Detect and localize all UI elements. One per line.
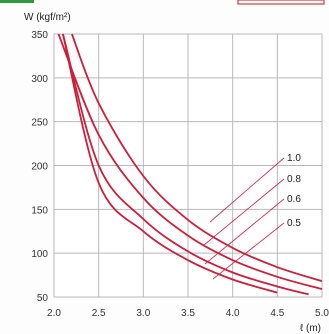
grid: [53, 33, 323, 298]
green-header-bar: [0, 0, 34, 3]
labels: 2.0 2.5 3.0 3.5 4.0 4.5 5.0 50 100 150 200 250 300 35…: [24, 12, 329, 334]
x-tick-label: 5.0: [315, 308, 329, 319]
y-tick-label: 100: [31, 249, 48, 260]
y-tick-label: 50: [37, 293, 49, 304]
series-line-0-6: [62, 33, 309, 296]
series-line-1-0: [71, 33, 323, 283]
header-decor: [0, 0, 325, 5]
x-tick-label: 3.0: [136, 308, 150, 319]
x-tick-label: 3.5: [181, 308, 195, 319]
curves: [57, 33, 323, 296]
series-leader: [212, 222, 285, 280]
series-leader: [209, 157, 285, 223]
y-tick-label: 250: [31, 118, 48, 129]
y-axis-label: W (kgf/m²): [24, 12, 71, 23]
series-line-0-8: [57, 33, 323, 290]
series-leader: [203, 178, 285, 246]
y-tick-label: 350: [31, 30, 48, 41]
red-header-frame: [237, 0, 325, 5]
x-tick-label: 2.0: [47, 308, 61, 319]
y-tick-label: 300: [31, 74, 48, 85]
series-line-0-5: [62, 33, 278, 294]
y-tick-label: 150: [31, 205, 48, 216]
series-label: 0.6: [287, 194, 301, 205]
x-axis-label: ℓ (m): [300, 323, 321, 334]
label-leaders: [203, 157, 285, 280]
x-tick-label: 4.0: [226, 308, 240, 319]
series-label: 1.0: [287, 153, 301, 164]
x-tick-label: 2.5: [92, 308, 106, 319]
series-label: 0.8: [287, 174, 301, 185]
x-tick-label: 4.5: [270, 308, 284, 319]
series-leader: [204, 198, 285, 265]
series-label: 0.5: [287, 218, 301, 229]
y-tick-label: 200: [31, 162, 48, 173]
